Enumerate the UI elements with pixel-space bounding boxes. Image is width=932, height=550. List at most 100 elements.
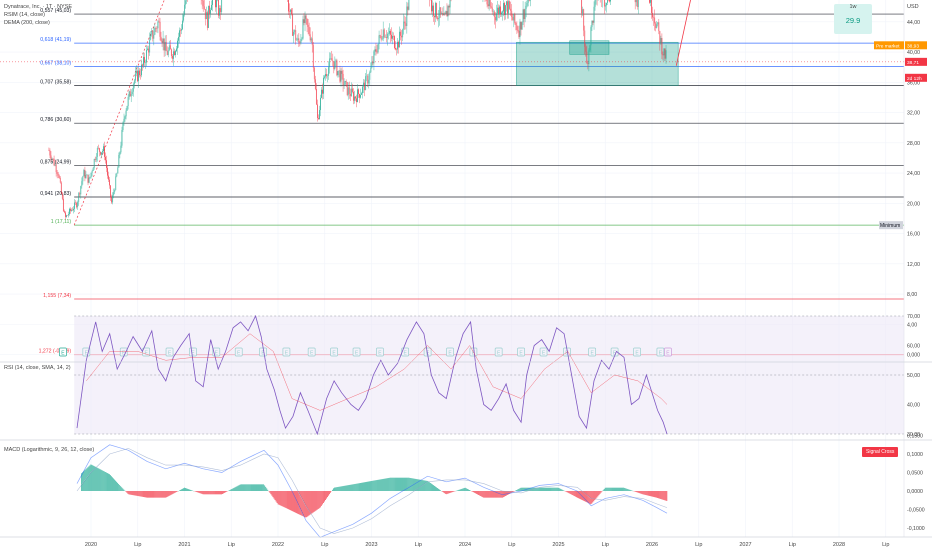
macd-histogram-bar: [204, 491, 206, 495]
candle-body: [656, 24, 658, 28]
macd-histogram-bar: [114, 479, 115, 491]
candle-body: [109, 179, 110, 186]
macd-histogram-bar: [226, 491, 228, 492]
macd-tick-label: 0,1500: [907, 434, 923, 440]
macd-histogram-bar: [439, 489, 440, 491]
x-tick-label: Lip: [134, 542, 141, 548]
macd-histogram-bar: [376, 480, 378, 491]
rsi-tick-label: 40,00: [907, 403, 920, 409]
candle-body: [649, 0, 650, 3]
candle-body: [54, 164, 56, 166]
candle-body: [406, 6, 408, 27]
candle-body: [342, 73, 344, 85]
candle-body: [64, 211, 65, 213]
macd-histogram-bar: [546, 487, 547, 491]
macd-histogram-bar: [445, 491, 447, 494]
candle-body: [331, 58, 333, 61]
macd-histogram-bar: [617, 487, 618, 491]
indicator-rsim[interactable]: RSIM (14, close): [4, 12, 45, 18]
macd-histogram-bar: [181, 489, 182, 491]
macd-histogram-bar: [649, 491, 650, 496]
candle-body: [57, 173, 59, 176]
candle-body: [341, 70, 343, 74]
macd-histogram-bar: [115, 480, 116, 491]
macd-histogram-bar: [538, 487, 540, 491]
candle-body: [529, 0, 531, 1]
candle-body: [167, 50, 169, 55]
candle-body: [92, 167, 94, 172]
symbol-title[interactable]: Dynatrace, Inc. · 1T · NYSE: [4, 4, 73, 10]
candle-body: [334, 61, 336, 70]
candle-body: [584, 30, 586, 47]
macd-histogram-bar: [212, 491, 214, 495]
macd-histogram-bar: [341, 486, 343, 491]
y-tick-label: 44,00: [907, 20, 920, 26]
candle-body: [444, 13, 446, 15]
macd-histogram-bar: [507, 491, 508, 495]
macd-histogram-bar: [199, 491, 201, 494]
timeframe-badge[interactable]: 1w 29.9: [834, 4, 872, 34]
candle-body: [436, 3, 438, 18]
macd-histogram-bar: [201, 491, 203, 494]
macd-histogram-bar: [135, 491, 137, 496]
candle-body: [182, 20, 183, 30]
macd-histogram-bar: [137, 491, 139, 497]
macd-histogram-bar: [316, 491, 318, 510]
macd-histogram-bar: [488, 491, 490, 498]
signal-cross-button[interactable]: Signal Cross: [862, 447, 899, 457]
candle-body: [168, 45, 170, 51]
candle-body: [105, 156, 106, 161]
macd-histogram-bar: [145, 491, 146, 498]
macd-histogram-bar: [549, 487, 550, 491]
candle-body: [313, 67, 315, 80]
macd-histogram-bar: [645, 491, 647, 496]
candle-body: [62, 198, 64, 212]
fib-tag-label: Minimum: [880, 223, 900, 229]
macd-histogram-bar: [399, 477, 400, 491]
candle-body: [176, 48, 177, 52]
candle-body: [499, 6, 500, 14]
candle-body: [435, 3, 436, 18]
price-tag-label-bg: [874, 41, 904, 50]
candle-body: [215, 0, 216, 8]
candle-body: [219, 8, 221, 16]
macd-histogram-bar: [577, 491, 578, 498]
candle-body: [610, 0, 611, 2]
macd-histogram-bar: [620, 487, 621, 491]
macd-histogram-bar: [134, 491, 136, 496]
macd-histogram-bar: [98, 468, 100, 491]
macd-histogram-bar: [118, 483, 120, 491]
macd-histogram-bar: [189, 489, 190, 491]
macd-histogram-bar: [251, 484, 252, 491]
macd-histogram-bar: [418, 479, 420, 491]
macd-histogram-bar: [522, 487, 524, 491]
fib-level-label: 0,941 (20,83): [40, 191, 71, 197]
candle-body: [394, 36, 395, 48]
macd-histogram-bar: [609, 487, 611, 491]
macd-histogram-bar: [262, 484, 264, 491]
candle-body: [651, 0, 652, 13]
candle-body: [442, 13, 444, 16]
macd-histogram-bar: [610, 487, 612, 491]
fib-level-label: 1,155 (7,34): [43, 293, 71, 299]
macd-histogram-bar: [652, 491, 653, 497]
macd-histogram-bar: [346, 485, 348, 491]
candle-body: [68, 214, 69, 216]
candle-body: [90, 172, 92, 177]
macd-histogram-bar: [242, 484, 244, 491]
indicator-dema[interactable]: DEMA (200, close): [4, 20, 50, 26]
zone-support: [516, 41, 679, 86]
candle-body: [380, 35, 382, 40]
candle-body: [437, 17, 439, 20]
candle-body: [324, 76, 325, 78]
candle-body: [159, 21, 161, 37]
macd-histogram-bar: [624, 487, 626, 491]
macd-histogram-bar: [223, 491, 224, 494]
candle-body: [359, 94, 360, 98]
macd-histogram-bar: [634, 491, 636, 492]
macd-histogram-bar: [121, 487, 123, 491]
macd-histogram-bar: [152, 491, 153, 498]
candle-body: [78, 193, 80, 203]
candle-body: [515, 22, 517, 26]
candle-body: [138, 70, 139, 82]
